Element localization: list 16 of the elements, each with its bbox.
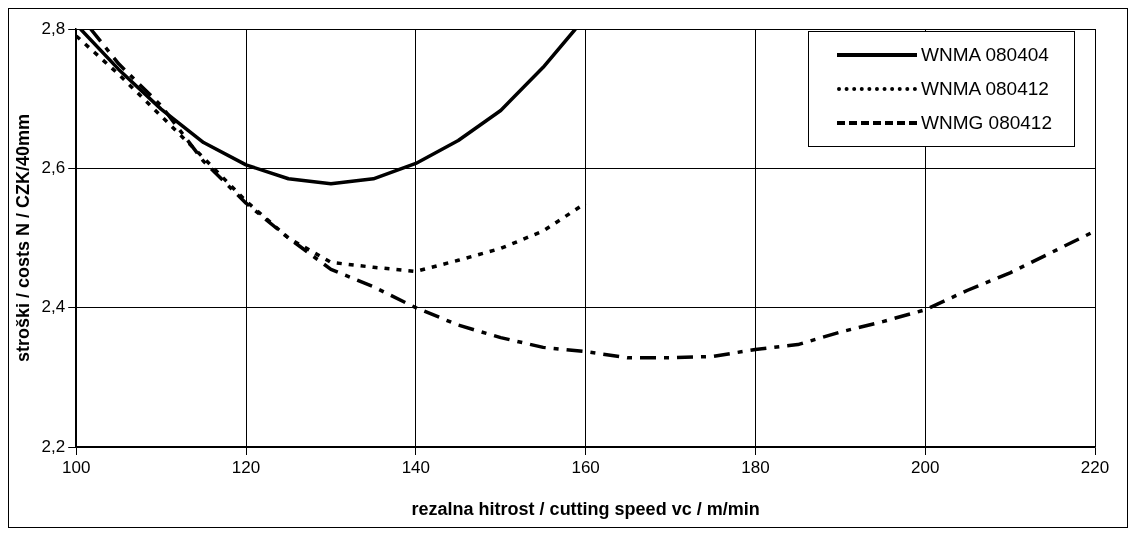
- legend-label: WNMA 080412: [921, 78, 1049, 100]
- y-tick-label: 2,8: [41, 18, 66, 38]
- x-tick-label: 180: [741, 457, 770, 477]
- y-tick-label: 2,2: [41, 436, 66, 456]
- x-tick-label: 120: [231, 457, 261, 477]
- legend-label: WNMA 080404: [921, 44, 1049, 66]
- x-tick-label: 220: [1080, 457, 1110, 477]
- x-tick-label: 140: [401, 457, 431, 477]
- y-tick-label: 2,4: [41, 297, 66, 317]
- y-axis-title: stroški / costs N / CZK/40mm: [12, 113, 33, 363]
- x-tick-label: 200: [911, 457, 940, 477]
- x-tick-label: 100: [62, 457, 91, 477]
- y-tick-label: 2,6: [41, 158, 66, 178]
- x-tick-label: 160: [571, 457, 600, 477]
- legend-label: WNMG 080412: [921, 112, 1052, 134]
- x-axis-title: rezalna hitrost / cutting speed vc / m/min: [411, 499, 760, 520]
